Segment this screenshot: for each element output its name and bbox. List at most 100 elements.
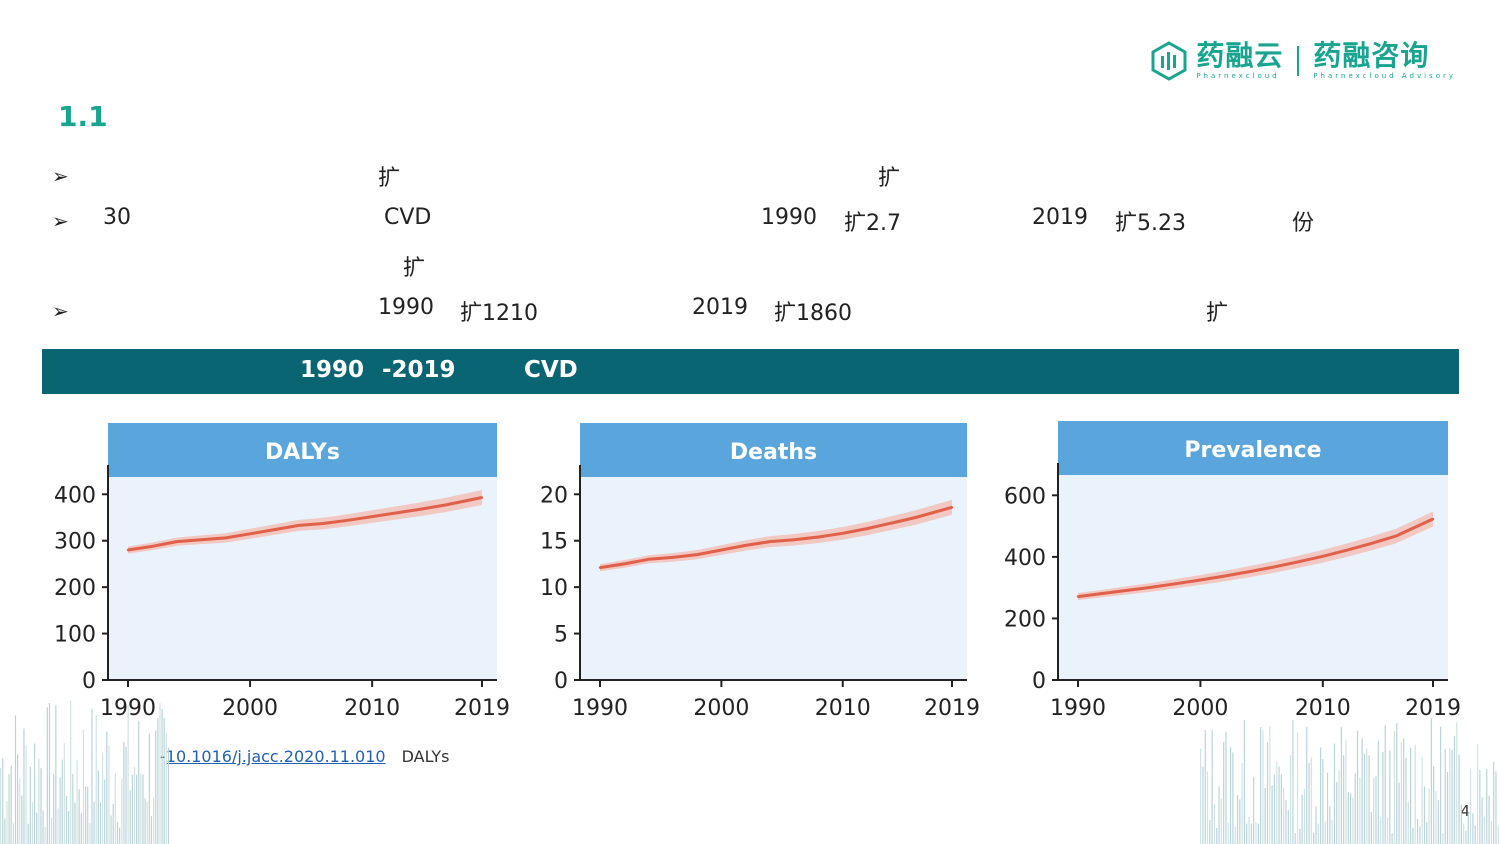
deco-bar: [129, 790, 131, 844]
deco-bar: [1324, 821, 1326, 844]
deco-bar: [46, 707, 48, 844]
deco-bar: [140, 773, 142, 844]
company-logo: 药融云 Pharnexcloud 药融咨询 Pharnexcloud Advis…: [1148, 36, 1456, 86]
data-point: [1199, 578, 1202, 582]
data-point: [126, 548, 130, 552]
data-point: [1431, 517, 1435, 521]
deco-bar: [108, 745, 110, 844]
deco-bar: [1287, 810, 1289, 844]
bullet2-text-f: 扩5.23: [1115, 211, 1186, 236]
deco-bar: [1495, 771, 1497, 844]
deco-bar: [14, 715, 17, 844]
bullet-arrow-icon: ➢: [52, 299, 69, 323]
deco-bar: [1490, 821, 1492, 844]
logo-right-text: 药融咨询: [1313, 39, 1430, 72]
deco-bar: [1308, 763, 1310, 844]
deco-bar: [1363, 753, 1366, 844]
data-point: [841, 532, 844, 535]
y-tick-label: 0: [554, 669, 568, 694]
deco-bar: [104, 779, 106, 844]
deco-bar: [91, 708, 93, 844]
deco-bar: [1255, 822, 1257, 844]
deco-bar: [1486, 768, 1488, 844]
data-point: [297, 524, 301, 527]
deco-bar: [72, 773, 74, 844]
deco-bar: [1306, 726, 1308, 844]
deco-bar: [1483, 816, 1486, 844]
deco-bar: [1456, 722, 1458, 844]
logo-left-en: Pharnexcloud: [1196, 72, 1280, 80]
logo-divider: [1297, 46, 1300, 76]
uncertainty-band: [600, 499, 952, 572]
deco-bar: [1474, 825, 1476, 844]
deco-bar: [1451, 749, 1453, 844]
deco-bar: [1416, 819, 1419, 844]
deco-bar: [144, 798, 146, 844]
deco-bar: [34, 743, 36, 844]
y-tick-label: 100: [54, 623, 96, 648]
y-tick-label: 300: [54, 530, 96, 555]
bullet-arrow-icon: ➢: [52, 209, 69, 233]
bullet1-text-a: 扩: [378, 166, 401, 191]
deco-bar: [1405, 757, 1407, 844]
y-tick-label: 15: [540, 530, 568, 555]
deco-bar: [1343, 755, 1345, 844]
panel-header: [580, 423, 967, 477]
data-point: [224, 536, 227, 540]
data-point: [1370, 542, 1373, 545]
deco-bar: [1213, 804, 1216, 844]
deco-bar: [1463, 823, 1465, 844]
data-point: [768, 540, 772, 543]
deco-bar: [121, 778, 123, 844]
data-point: [914, 516, 917, 519]
deco-bar: [1260, 727, 1262, 844]
deco-bar: [138, 720, 140, 844]
x-tick-label: 2010: [344, 696, 400, 721]
deco-bar: [1202, 766, 1204, 844]
deco-bar: [157, 718, 159, 844]
deco-bar: [78, 789, 80, 844]
deco-bar: [65, 796, 68, 844]
deco-bar: [1241, 763, 1243, 844]
deco-bar: [1375, 776, 1377, 844]
x-tick-label: 2019: [924, 696, 980, 721]
logo-left-text: 药融云: [1196, 39, 1284, 72]
x-tick-label: 2019: [454, 696, 510, 721]
data-point: [890, 521, 893, 525]
deco-bar: [1470, 768, 1472, 844]
deco-bar: [153, 797, 155, 844]
deco-bar: [146, 802, 148, 844]
deco-bar: [51, 817, 53, 844]
y-tick-label: 5: [554, 623, 568, 648]
deco-bar: [133, 767, 136, 844]
deco-bar: [1218, 786, 1220, 844]
data-point: [480, 496, 484, 499]
x-tick-label: 2000: [693, 696, 749, 721]
doi-link[interactable]: 10.1016/j.jacc.2020.11.010: [165, 747, 386, 766]
deco-bar: [1227, 822, 1229, 844]
bullet2-text-c: 1990: [761, 205, 817, 230]
deco-bar: [155, 730, 157, 844]
data-point: [1223, 574, 1227, 578]
deco-bar: [167, 747, 170, 844]
deco-bar: [127, 705, 129, 844]
bullet2-text-e: 2019: [1032, 205, 1088, 230]
deco-bar: [125, 746, 127, 844]
deco-bar: [1410, 747, 1412, 844]
logo-right-en: Pharnexcloud Advisory: [1313, 72, 1456, 80]
deco-bar: [1315, 806, 1317, 844]
data-point: [671, 556, 675, 559]
data-point: [444, 503, 447, 507]
y-tick-label: 10: [540, 576, 568, 601]
deco-bar: [1336, 782, 1338, 844]
deco-bar: [1299, 828, 1301, 844]
deco-bar: [1248, 816, 1250, 844]
deco-bar: [1296, 732, 1299, 844]
chart-title: Deaths: [730, 440, 817, 465]
deco-bar: [1460, 804, 1462, 844]
deco-bar: [1373, 777, 1375, 844]
deco-bar: [1294, 833, 1296, 844]
decorative-bars-left: [0, 700, 170, 844]
data-point: [1321, 555, 1325, 558]
deco-bar: [1430, 718, 1432, 844]
